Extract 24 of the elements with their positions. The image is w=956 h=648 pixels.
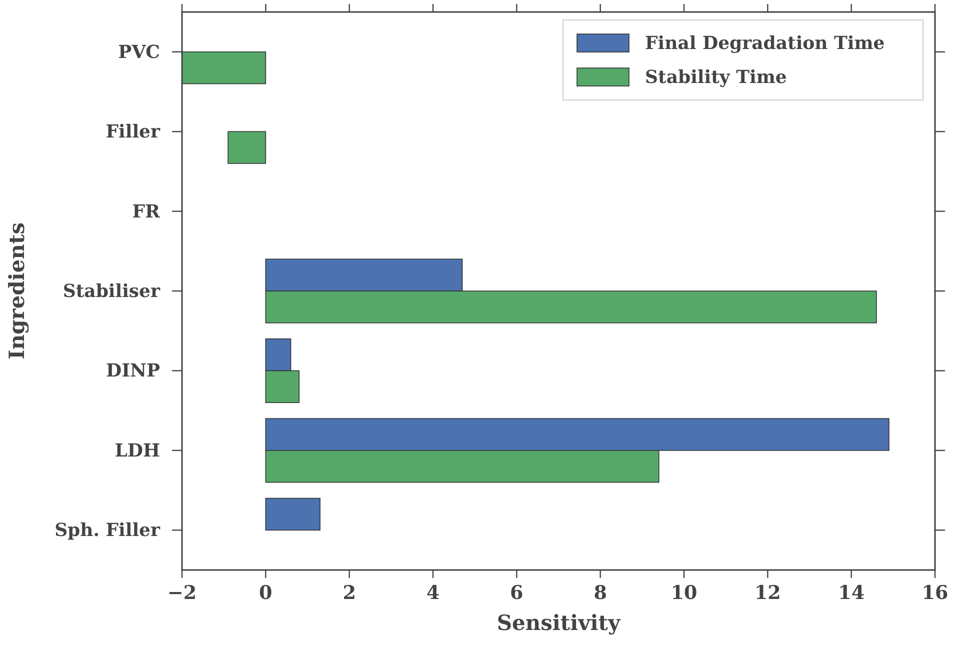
y-tick-label: Sph. Filler: [54, 520, 161, 542]
x-tick-label: 12: [754, 582, 781, 604]
x-tick-label: 10: [670, 582, 698, 604]
bar: [182, 51, 266, 84]
y-tick-label: LDH: [114, 440, 160, 462]
x-tick-label: 16: [922, 582, 948, 604]
x-tick-label: 2: [342, 582, 356, 604]
y-tick-label: PVC: [118, 42, 160, 63]
y-tick-label: DINP: [106, 360, 160, 382]
y-axis-title: Ingredients: [4, 222, 29, 360]
legend-label: Stability Time: [645, 67, 787, 88]
y-tick-label: Filler: [106, 122, 161, 143]
x-axis-title: Sensitivity: [496, 610, 621, 635]
x-tick-label: 14: [838, 582, 865, 604]
y-tick-label: FR: [132, 201, 162, 222]
x-tick-label: 8: [594, 582, 607, 604]
x-tick-label: 0: [259, 582, 272, 604]
x-tick-label: −2: [167, 582, 197, 604]
bar: [265, 498, 320, 531]
y-tick-label: Stabiliser: [62, 281, 161, 302]
legend-label: Final Degradation Time: [645, 33, 885, 54]
x-tick-label: 4: [426, 582, 440, 604]
bar: [228, 131, 266, 164]
x-tick-label: 6: [510, 582, 524, 604]
